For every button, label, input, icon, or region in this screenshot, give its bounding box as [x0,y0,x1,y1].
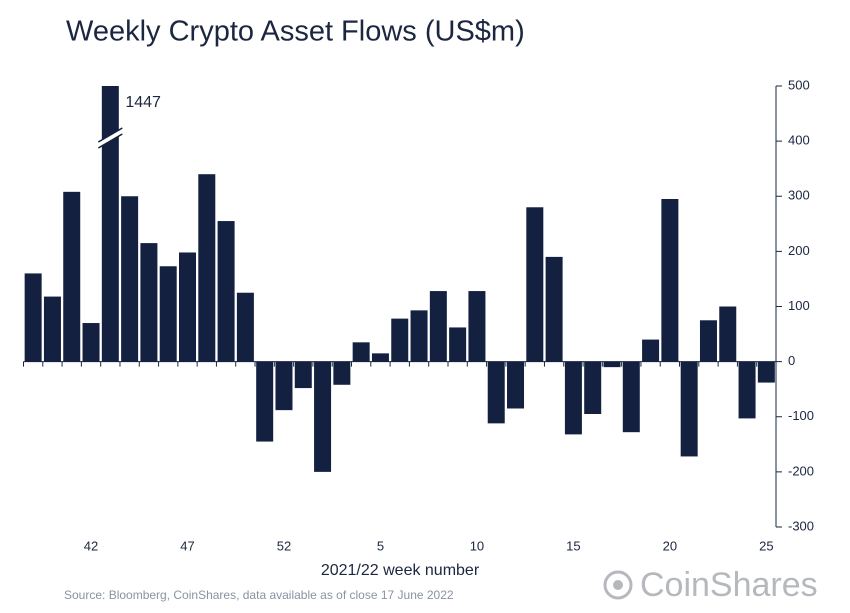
bar [622,361,640,433]
y-tick-label: 400 [788,133,810,148]
bar [198,174,216,362]
x-tick-label: 42 [84,538,98,553]
y-tick-label: -100 [788,408,814,423]
bar [101,86,119,362]
bar [680,361,698,457]
y-tick-label: 500 [788,77,810,92]
bar [314,361,332,472]
x-tick-label: 25 [759,538,773,553]
bar [545,256,563,362]
y-tick-label: -200 [788,463,814,478]
bar [757,361,775,383]
bar [294,361,312,389]
brand-name: CoinShares [640,566,818,604]
bar [24,273,42,362]
bar [487,361,505,424]
bar [738,361,756,419]
bar [526,207,544,362]
chart-title: Weekly Crypto Asset Flows (US$m) [66,16,525,48]
axis-break [96,128,124,148]
y-tick-label: 100 [788,298,810,313]
bar [371,353,389,362]
bar [429,291,447,362]
logo-icon-dot [613,580,623,590]
data-label: 1447 [125,94,161,111]
y-tick-label: 0 [788,353,795,368]
logo-icon [603,570,633,600]
bar [236,292,254,362]
bar [661,199,679,362]
bar [449,327,467,362]
bar [333,361,351,385]
x-tick-label: 5 [377,538,384,553]
x-tick-label: 20 [663,538,677,553]
bar [584,361,602,414]
bar [719,306,737,362]
bar [63,191,81,362]
x-tick-label: 15 [566,538,580,553]
bar [217,221,235,362]
x-tick-label: 10 [470,538,484,553]
bar [507,361,525,409]
brand-logo: CoinShares [603,566,818,604]
bar [564,361,582,435]
bar [140,243,158,362]
y-tick-label: 300 [788,188,810,203]
y-tick-label: 200 [788,243,810,258]
x-tick-label: 52 [277,538,291,553]
bar [468,291,486,362]
bar [410,310,428,362]
axis-break-edge [97,133,123,149]
bar [642,339,660,362]
bar [82,323,100,362]
bar [121,196,139,362]
x-tick-label: 47 [180,538,194,553]
bar [179,252,197,362]
bar [159,266,177,362]
axis-break-edge [97,127,123,143]
source-note: Source: Bloomberg, CoinShares, data avai… [64,588,454,602]
bar [699,320,717,362]
bar [603,361,621,368]
bar [352,342,370,362]
x-axis-label: 2021/22 week number [321,562,480,579]
bar [43,296,61,362]
bar [275,361,293,411]
y-tick-label: -300 [788,518,814,533]
bar [256,361,274,442]
bar [391,318,409,362]
